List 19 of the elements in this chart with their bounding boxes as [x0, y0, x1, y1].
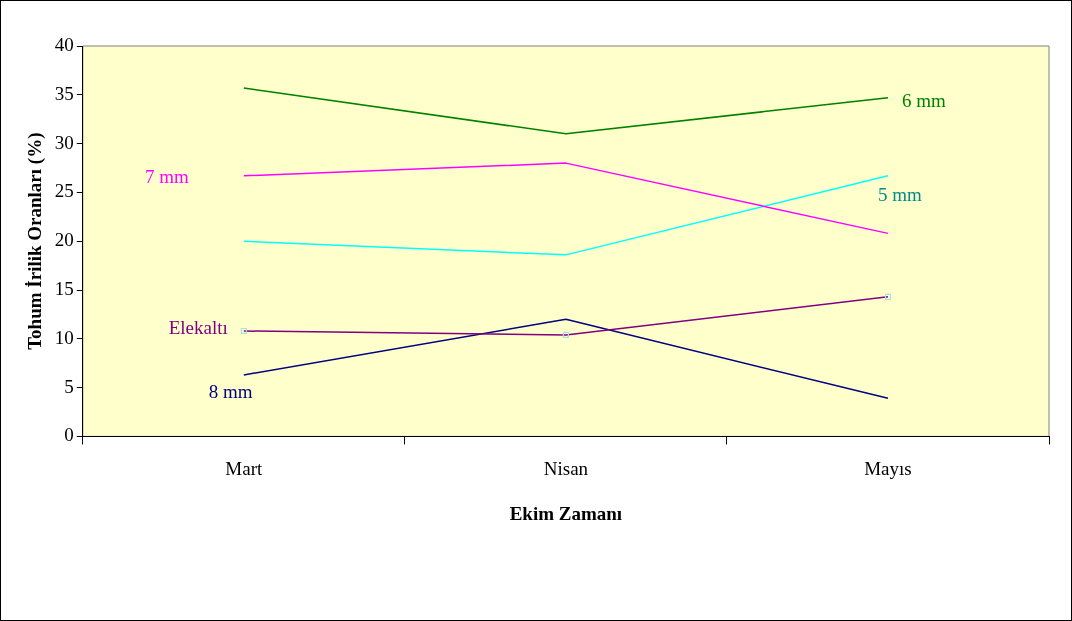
y-tick-label: 35	[54, 82, 74, 104]
y-tick-label: 20	[54, 229, 74, 251]
y-tick-label: 0	[64, 424, 74, 446]
y-tick-label: 15	[54, 277, 74, 299]
x-tick-label: Mayıs	[864, 457, 912, 479]
text: 7 mm	[145, 165, 190, 187]
y-axis-title: Tohum İrilik Oranları (%)	[24, 132, 47, 350]
y-tick-label: 40	[54, 33, 74, 55]
y-tick-label: 5	[64, 375, 74, 397]
series-label: 6 mm	[901, 89, 946, 111]
x-axis-title: Ekim Zamanı	[509, 502, 623, 524]
x-tick-label: Nisan	[543, 457, 589, 479]
y-tick-label: 25	[54, 180, 74, 202]
series-label: Elekaltı	[168, 316, 228, 338]
series-label: 5 mm	[877, 183, 922, 205]
y-tick-label: 10	[54, 326, 74, 348]
y-tick-label: 30	[54, 131, 74, 153]
x-tick-label: Mart	[225, 457, 264, 479]
series-label: 8 mm	[208, 380, 253, 402]
